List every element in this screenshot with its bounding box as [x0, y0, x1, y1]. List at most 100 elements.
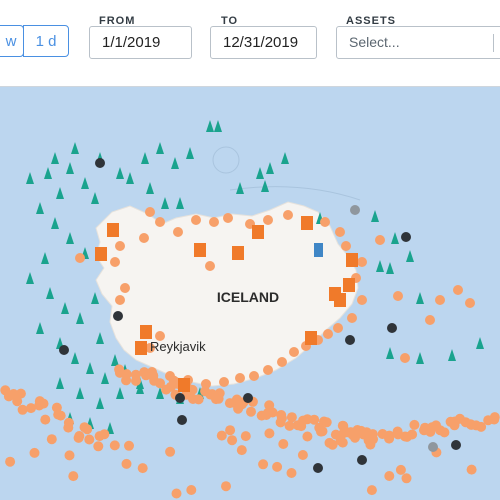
range-button-week[interactable]: w	[0, 25, 24, 57]
asset-marker-teal[interactable]	[376, 260, 384, 272]
asset-marker-dark[interactable]	[243, 393, 253, 403]
asset-marker-orange[interactable]	[401, 473, 412, 484]
asset-marker-teal[interactable]	[36, 202, 44, 214]
asset-marker-orange[interactable]	[466, 464, 477, 475]
asset-marker-orange[interactable]	[409, 419, 420, 430]
asset-marker-orange[interactable]	[320, 217, 330, 227]
assets-select[interactable]: Select...	[336, 26, 500, 59]
asset-marker-teal[interactable]	[266, 162, 274, 174]
asset-marker-teal[interactable]	[91, 292, 99, 304]
asset-marker-teal[interactable]	[391, 232, 399, 244]
asset-marker-orange[interactable]	[476, 421, 487, 432]
asset-marker-teal[interactable]	[61, 302, 69, 314]
asset-marker-teal[interactable]	[101, 372, 109, 384]
asset-marker-orange[interactable]	[323, 329, 333, 339]
asset-marker-orange[interactable]	[155, 378, 165, 389]
asset-marker-teal[interactable]	[91, 192, 99, 204]
asset-marker-orange[interactable]	[131, 375, 141, 386]
asset-marker-orange[interactable]	[17, 404, 28, 415]
asset-marker-orange[interactable]	[155, 331, 165, 341]
asset-marker-dark[interactable]	[175, 393, 185, 403]
asset-marker-orange[interactable]	[40, 414, 51, 425]
asset-marker-orange[interactable]	[221, 481, 231, 492]
asset-marker-orange[interactable]	[15, 388, 26, 399]
asset-marker-teal[interactable]	[51, 152, 59, 164]
asset-marker-orange[interactable]	[205, 261, 215, 271]
asset-marker-orange[interactable]	[489, 414, 500, 425]
asset-marker-teal[interactable]	[171, 157, 179, 169]
asset-marker-teal[interactable]	[206, 120, 214, 132]
asset-marker-orange[interactable]	[114, 364, 125, 375]
asset-marker-dark[interactable]	[345, 335, 355, 345]
asset-marker-orange[interactable]	[393, 291, 403, 301]
asset-marker-gray[interactable]	[350, 205, 360, 215]
asset-marker-dark[interactable]	[113, 311, 123, 321]
asset-marker-orange[interactable]	[264, 428, 275, 439]
asset-marker-orange[interactable]	[453, 285, 463, 295]
asset-marker-teal[interactable]	[111, 354, 119, 366]
asset-marker-orange[interactable]	[219, 377, 229, 387]
asset-marker-square[interactable]	[140, 325, 152, 339]
asset-marker-orange[interactable]	[109, 440, 120, 451]
asset-marker-square[interactable]	[194, 243, 206, 257]
asset-marker-orange[interactable]	[350, 432, 360, 443]
asset-marker-teal[interactable]	[96, 332, 104, 344]
asset-marker-orange[interactable]	[63, 422, 74, 433]
asset-marker-orange[interactable]	[297, 450, 308, 460]
asset-marker-square[interactable]	[305, 331, 317, 345]
asset-marker-orange[interactable]	[121, 375, 132, 386]
asset-marker-teal[interactable]	[96, 397, 104, 409]
asset-marker-orange[interactable]	[110, 257, 120, 267]
asset-marker-orange[interactable]	[55, 410, 66, 421]
asset-marker-teal[interactable]	[66, 232, 74, 244]
asset-marker-orange[interactable]	[277, 357, 287, 367]
asset-marker-orange[interactable]	[99, 429, 110, 440]
asset-marker-teal[interactable]	[176, 197, 184, 209]
asset-marker-orange[interactable]	[121, 458, 132, 469]
asset-marker-square[interactable]	[107, 223, 119, 237]
asset-marker-orange[interactable]	[173, 227, 183, 237]
asset-marker-orange[interactable]	[395, 464, 406, 475]
asset-marker-teal[interactable]	[51, 217, 59, 229]
asset-marker-blue[interactable]	[314, 243, 323, 257]
asset-marker-teal[interactable]	[146, 182, 154, 194]
asset-marker-teal[interactable]	[81, 177, 89, 189]
asset-marker-teal[interactable]	[161, 197, 169, 209]
asset-marker-teal[interactable]	[56, 187, 64, 199]
range-button-1-day[interactable]: 1 d	[23, 25, 69, 57]
asset-marker-orange[interactable]	[439, 427, 450, 438]
asset-marker-orange[interactable]	[272, 461, 283, 472]
asset-marker-teal[interactable]	[86, 362, 94, 374]
asset-marker-orange[interactable]	[425, 315, 435, 325]
asset-marker-orange[interactable]	[64, 450, 75, 461]
asset-marker-teal[interactable]	[76, 387, 84, 399]
asset-marker-orange[interactable]	[209, 217, 219, 227]
to-date-input[interactable]: 12/31/2019	[210, 26, 317, 59]
asset-marker-teal[interactable]	[386, 262, 394, 274]
asset-marker-orange[interactable]	[68, 471, 79, 482]
asset-marker-orange[interactable]	[366, 485, 377, 496]
asset-marker-teal[interactable]	[406, 250, 414, 262]
asset-marker-orange[interactable]	[38, 398, 49, 409]
asset-marker-orange[interactable]	[333, 323, 343, 333]
asset-marker-orange[interactable]	[375, 235, 385, 245]
asset-marker-orange[interactable]	[137, 463, 148, 474]
asset-marker-teal[interactable]	[36, 322, 44, 334]
asset-marker-orange[interactable]	[347, 313, 357, 323]
asset-marker-orange[interactable]	[246, 406, 256, 417]
asset-marker-teal[interactable]	[156, 387, 164, 399]
asset-marker-orange[interactable]	[73, 432, 84, 443]
asset-marker-square[interactable]	[334, 293, 346, 307]
asset-marker-teal[interactable]	[261, 180, 269, 192]
asset-marker-orange[interactable]	[286, 468, 297, 478]
asset-marker-orange[interactable]	[284, 420, 295, 431]
asset-marker-dark[interactable]	[313, 463, 323, 473]
asset-marker-orange[interactable]	[171, 488, 182, 499]
asset-marker-square[interactable]	[252, 225, 264, 239]
asset-marker-orange[interactable]	[384, 433, 395, 444]
asset-marker-orange[interactable]	[302, 431, 313, 442]
asset-marker-square[interactable]	[178, 378, 190, 392]
asset-marker-teal[interactable]	[44, 167, 52, 179]
asset-marker-square[interactable]	[95, 247, 107, 261]
asset-marker-orange[interactable]	[407, 429, 418, 440]
